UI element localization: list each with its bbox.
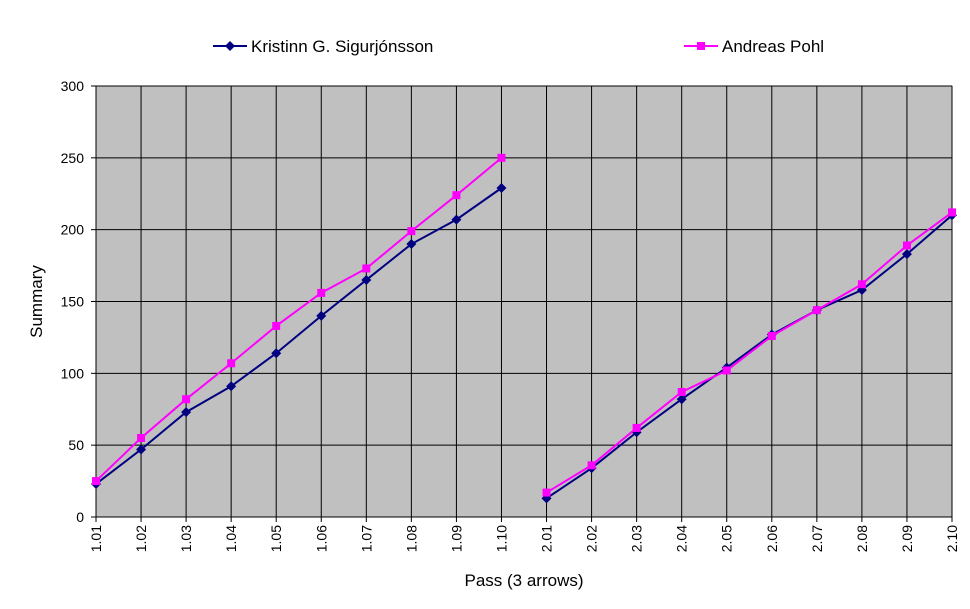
data-point — [901, 249, 912, 260]
x-tick-label: 2.04 — [674, 525, 690, 552]
data-point — [857, 280, 866, 289]
data-point — [272, 321, 281, 330]
data-point — [677, 388, 686, 397]
series-layer — [91, 153, 957, 504]
data-point — [407, 227, 416, 236]
y-tick-label: 300 — [61, 78, 85, 94]
x-tick-label: 1.01 — [88, 525, 104, 552]
x-tick-label: 1.03 — [178, 525, 194, 552]
data-point — [542, 488, 551, 497]
data-point — [317, 288, 326, 297]
data-point — [92, 477, 100, 486]
axes: 0 50 100 150 200 250 300 1.01 1.02 1.03 1.04 1.05 1.… — [61, 78, 960, 552]
data-point — [722, 366, 731, 375]
data-point — [406, 239, 417, 250]
data-point — [136, 444, 147, 455]
data-point — [226, 381, 237, 392]
y-tick-label: 0 — [76, 509, 84, 525]
data-point — [137, 433, 146, 442]
series-line — [546, 211, 953, 494]
data-point — [587, 461, 596, 470]
x-tick-label: 2.02 — [584, 525, 600, 552]
y-tick-label: 150 — [61, 294, 85, 310]
x-tick-label: 2.08 — [854, 525, 870, 552]
legend-label: Kristinn G. Sigurjónsson — [251, 37, 433, 56]
data-point — [271, 348, 282, 359]
data-point — [632, 423, 641, 432]
data-point — [496, 183, 507, 194]
y-axis-label: Summary — [27, 265, 46, 338]
x-tick-label: 2.03 — [629, 525, 645, 552]
data-point — [452, 191, 461, 200]
legend-marker — [697, 42, 705, 50]
x-tick-label: 1.02 — [133, 525, 149, 552]
x-tick-label: 2.07 — [809, 525, 825, 552]
x-tick-label: 1.04 — [223, 525, 239, 552]
legend-label: Andreas Pohl — [722, 37, 824, 56]
data-point — [227, 359, 236, 368]
data-point — [362, 264, 371, 273]
x-tick-label: 2.10 — [944, 525, 960, 552]
x-tick-label: 1.05 — [268, 525, 284, 552]
data-point — [902, 241, 911, 250]
x-tick-label: 2.06 — [764, 525, 780, 552]
series-line — [95, 187, 503, 485]
x-tick-label: 1.07 — [358, 525, 374, 552]
x-tick-label: 2.01 — [539, 525, 555, 552]
series-2 — [92, 153, 956, 497]
legend: Kristinn G. Sigurjónsson Andreas Pohl — [213, 37, 824, 56]
x-tick-label: 1.06 — [313, 525, 329, 552]
data-point — [316, 310, 327, 321]
y-tick-label: 100 — [61, 365, 85, 381]
x-tick-label: 2.09 — [899, 525, 915, 552]
y-tick-label: 50 — [68, 437, 84, 453]
data-point — [182, 395, 191, 404]
data-point — [497, 153, 506, 162]
data-point — [181, 407, 192, 418]
y-tick-label: 200 — [61, 222, 85, 238]
x-tick-label: 2.05 — [719, 525, 735, 552]
data-point — [812, 306, 821, 315]
x-tick-label: 1.09 — [448, 525, 464, 552]
data-point — [767, 331, 776, 340]
data-point — [451, 214, 462, 225]
data-point — [676, 394, 687, 405]
x-axis-label: Pass (3 arrows) — [464, 571, 583, 590]
series-line — [95, 157, 503, 482]
legend-marker — [225, 41, 235, 51]
y-tick-label: 250 — [61, 150, 85, 166]
data-point — [948, 208, 956, 217]
x-tick-label: 1.10 — [493, 525, 509, 552]
data-point — [361, 274, 372, 285]
x-tick-label: 1.08 — [403, 525, 419, 552]
series-line — [545, 214, 953, 500]
